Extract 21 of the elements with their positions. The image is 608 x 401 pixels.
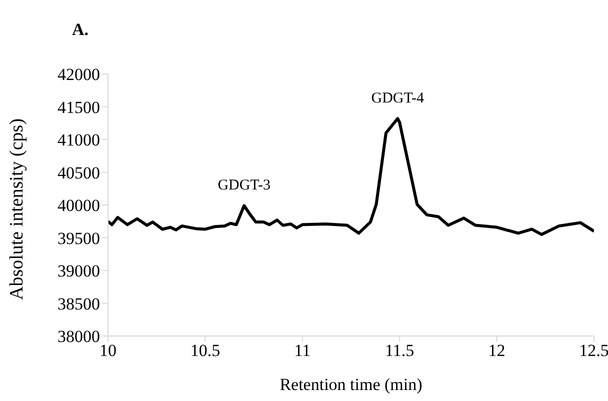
annotation: GDGT-4 [371,90,425,107]
x-tick-label: 10 [100,341,116,360]
y-tick-label: 41000 [58,130,100,150]
annotation: GDGT-3 [218,178,270,194]
x-tick-label: 10.5 [190,341,220,360]
x-tick-label: 12.5 [579,341,608,360]
x-axis-title: Retention time (min) [280,375,422,394]
y-tick-label: 39500 [58,228,100,248]
y-tick-label: 39000 [58,262,100,281]
x-tick-label: 12 [488,341,506,360]
x-tick-label: 11.5 [385,341,414,360]
chart-title: A. [72,20,89,40]
y-tick-label: 40500 [58,163,100,182]
y-tick-label: 42000 [58,65,100,84]
line-series [108,117,594,236]
y-tick-label: 40000 [58,196,100,216]
y-tick-label: 38500 [58,294,100,314]
y-axis-title: Absolute intensity (cps) [6,118,28,300]
x-tick-label: 11 [294,341,311,360]
y-tick-label: 41500 [58,98,100,117]
y-tick-label: 38000 [58,327,100,346]
